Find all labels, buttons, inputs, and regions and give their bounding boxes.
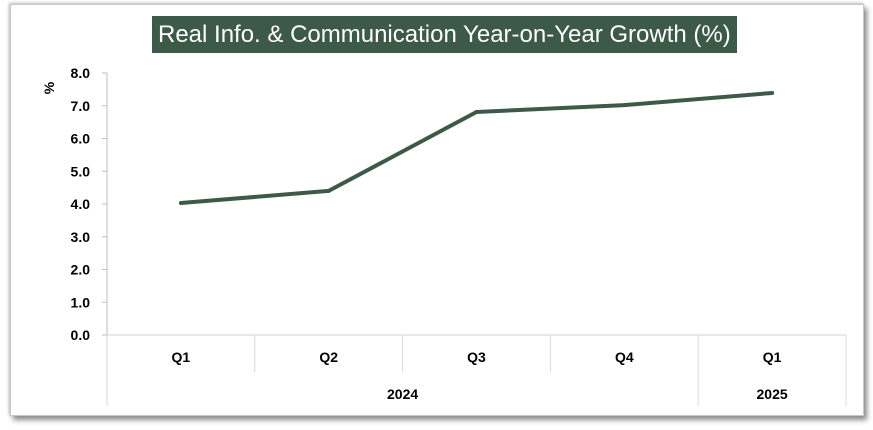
chart-frame bbox=[10, 4, 864, 416]
y-tick-label: 3.0 bbox=[71, 229, 91, 245]
data-point bbox=[622, 103, 627, 108]
x-tick-label: Q1 bbox=[763, 349, 782, 365]
x-tick-label: Q1 bbox=[172, 349, 191, 365]
data-point bbox=[178, 201, 183, 206]
x-tick-label: Q4 bbox=[615, 349, 634, 365]
y-tick-label: 1.0 bbox=[71, 294, 91, 310]
x-tick-label: Q3 bbox=[467, 349, 486, 365]
x-tick-label: Q2 bbox=[319, 349, 338, 365]
y-tick-label: 2.0 bbox=[71, 262, 91, 278]
y-tick-label: 6.0 bbox=[71, 131, 91, 147]
y-tick-label: 0.0 bbox=[71, 327, 91, 343]
chart-title: Real Info. & Communication Year-on-Year … bbox=[152, 16, 737, 53]
x-group-label: 2025 bbox=[757, 386, 788, 402]
data-point bbox=[770, 90, 775, 95]
y-axis-label: % bbox=[41, 81, 57, 94]
y-tick-label: 4.0 bbox=[71, 196, 91, 212]
data-line bbox=[180, 90, 773, 206]
y-tick-label: 8.0 bbox=[71, 65, 91, 81]
y-tick-label: 7.0 bbox=[71, 98, 91, 114]
x-group-label: 2024 bbox=[387, 386, 418, 402]
data-point bbox=[326, 188, 331, 193]
data-point bbox=[474, 109, 479, 114]
y-tick-label: 5.0 bbox=[71, 163, 91, 179]
